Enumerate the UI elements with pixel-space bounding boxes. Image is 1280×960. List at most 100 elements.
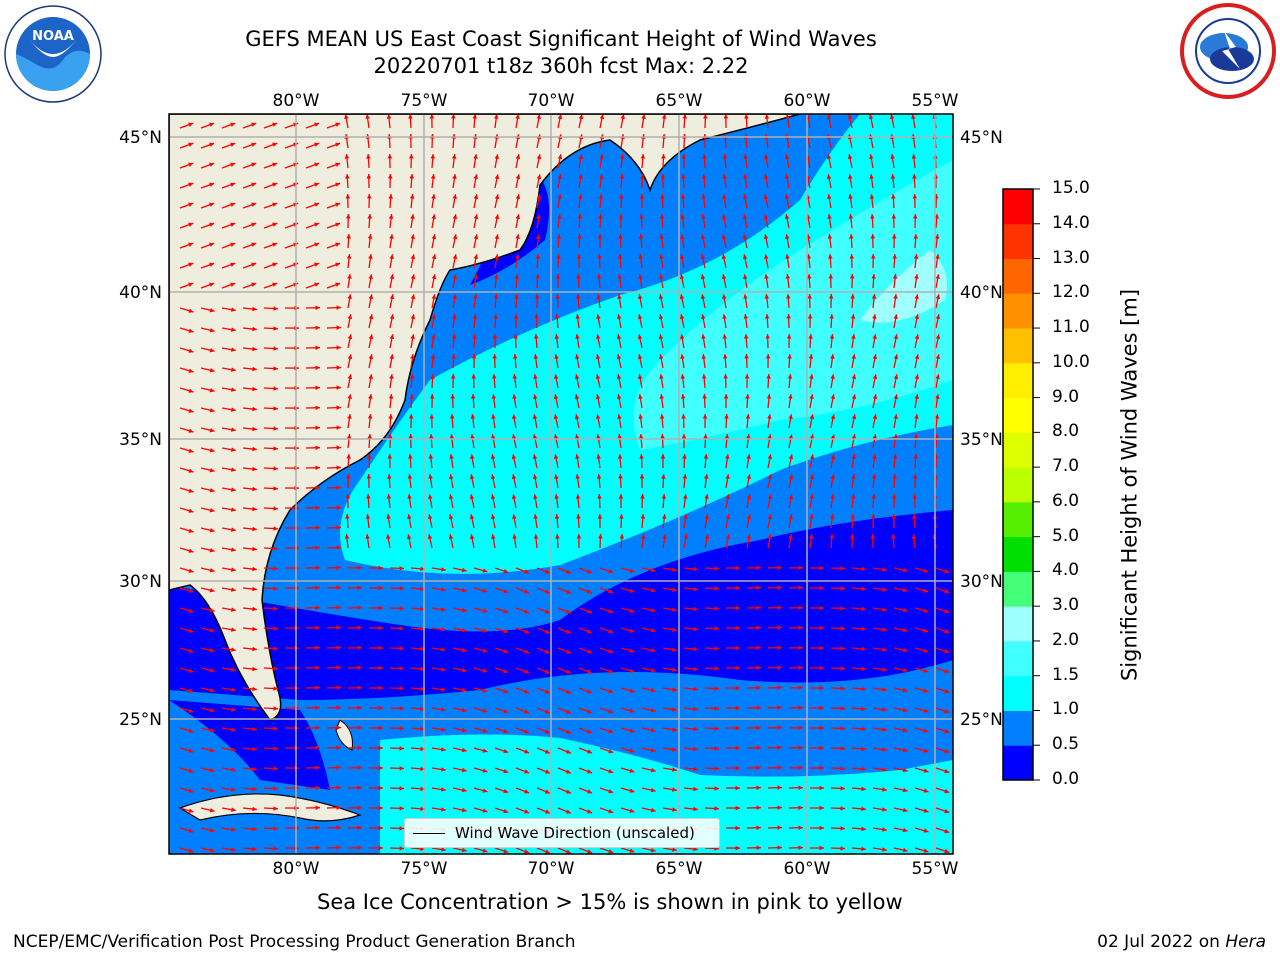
arrow-head	[431, 234, 437, 240]
arrow-head	[461, 847, 467, 853]
arrow-head	[608, 768, 614, 774]
arrow-head	[683, 514, 688, 519]
arrow-head	[347, 354, 353, 360]
arrow-head	[336, 305, 341, 310]
arrow-head	[494, 194, 500, 200]
arrow-head	[807, 314, 813, 319]
arrow-head	[368, 294, 374, 300]
arrow-head	[578, 114, 584, 120]
arrow-head	[798, 725, 803, 731]
arrow-head	[893, 434, 898, 439]
arrow-head	[420, 726, 425, 732]
arrow-head	[923, 748, 929, 753]
arrow-head	[672, 787, 677, 792]
arrow-head	[608, 708, 614, 714]
arrow-head	[742, 214, 748, 220]
arrow-head	[357, 765, 362, 771]
arrow-head	[944, 788, 950, 794]
arrow-head	[840, 666, 845, 671]
arrow-head	[273, 366, 278, 371]
arrow-head	[428, 454, 434, 459]
arrow-head	[545, 709, 550, 714]
wind-wave-arrows	[179, 114, 950, 854]
arrow-head	[209, 162, 215, 167]
arrow-head	[809, 514, 814, 519]
arrow-head	[826, 114, 832, 120]
arrow-head	[251, 242, 257, 247]
arrow-head	[701, 174, 707, 179]
arrow-head	[743, 314, 749, 319]
arrow-head	[491, 434, 496, 440]
arrow-head	[595, 354, 601, 360]
arrow-head	[503, 588, 509, 594]
arrow-head	[660, 174, 666, 179]
arrow-head	[545, 589, 550, 594]
arrow-head	[494, 214, 500, 220]
arrow-head	[431, 274, 437, 280]
arrow-head	[650, 767, 656, 773]
arrow-head	[555, 274, 561, 279]
arrow-head	[891, 494, 897, 499]
arrow-head	[830, 434, 836, 440]
arrow-head	[252, 326, 257, 332]
arrow-head	[847, 114, 853, 120]
arrow-head	[512, 534, 517, 539]
lat-label-right: 30°N	[960, 572, 1003, 592]
arrow-head	[336, 805, 341, 810]
arrow-head	[473, 254, 479, 260]
arrow-head	[830, 414, 836, 420]
arrow-head	[273, 546, 278, 551]
arrow-head	[494, 274, 499, 279]
arrow-head	[599, 114, 605, 120]
arrow-head	[659, 234, 664, 239]
arrow-head	[252, 826, 257, 832]
arrow-head	[788, 534, 793, 539]
arrow-head	[638, 254, 643, 259]
arrow-head	[756, 685, 761, 691]
arrow-head	[714, 606, 719, 611]
arrow-head	[912, 174, 917, 179]
arrow-head	[209, 262, 215, 267]
arrow-head	[209, 367, 215, 373]
arrow-head	[367, 234, 373, 239]
arrow-head	[819, 725, 824, 731]
arrow-head	[399, 706, 404, 711]
arrow-head	[389, 254, 394, 260]
arrow-head	[514, 294, 519, 299]
arrow-head	[366, 474, 372, 479]
arrow-head	[735, 845, 740, 851]
arrow-head	[209, 647, 215, 653]
arrow-head	[608, 728, 614, 734]
arrow-head	[662, 534, 667, 539]
arrow-head	[819, 765, 824, 771]
arrow-head	[923, 688, 929, 693]
arrow-head	[556, 234, 562, 239]
arrow-head	[346, 454, 351, 459]
arrow-head	[868, 114, 874, 120]
arrow-head	[399, 666, 404, 671]
colorbar-tick-label: 7.0	[1052, 456, 1080, 477]
arrow-head	[389, 294, 395, 300]
arrow-head	[209, 122, 215, 127]
arrow-head	[490, 454, 496, 460]
arrow-head	[533, 334, 539, 339]
arrow-head	[188, 202, 194, 207]
arrow-head	[251, 262, 257, 267]
arrow-head	[315, 725, 320, 731]
footer-date: 02 Jul 2022 on Hera	[1097, 932, 1266, 952]
arrow-head	[680, 374, 686, 379]
arrow-head	[209, 847, 215, 853]
arrow-head	[315, 305, 320, 311]
arrow-head	[230, 242, 236, 247]
arrow-head	[658, 314, 664, 320]
arrow-head	[389, 374, 394, 379]
arrow-head	[314, 122, 320, 127]
arrow-head	[314, 262, 320, 267]
arrow-head	[252, 846, 257, 852]
arrow-head	[399, 626, 404, 631]
arrow-head	[714, 726, 719, 731]
arrow-head	[871, 274, 876, 279]
arrow-head	[231, 767, 236, 772]
arrow-head	[368, 274, 373, 280]
arrow-head	[315, 585, 320, 591]
